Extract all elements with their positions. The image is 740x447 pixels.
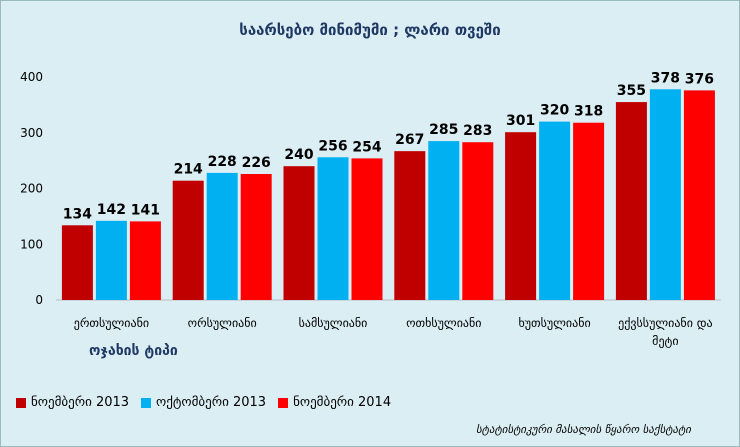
data-label: 254 — [352, 139, 381, 155]
bar — [573, 122, 605, 300]
legend-label: ნოემბერი 2014 — [293, 395, 392, 410]
x-tick-label: ოთხსულიანი — [406, 316, 481, 330]
bar — [615, 102, 647, 301]
data-label: 142 — [97, 202, 126, 218]
bar — [649, 89, 681, 300]
data-label: 256 — [318, 138, 347, 154]
x-tick-label: ერთსულიანი — [74, 316, 149, 330]
legend: ნოემბერი 2013 ოქტომბერი 2013 ნოემბერი 20… — [16, 395, 391, 410]
data-label: 378 — [651, 70, 680, 86]
data-label: 320 — [540, 103, 569, 119]
bar — [462, 142, 494, 300]
bar — [206, 172, 238, 300]
y-tick-label: 200 — [20, 182, 43, 196]
y-tick-label: 300 — [20, 126, 43, 140]
legend-item: ნოემბერი 2014 — [278, 395, 391, 410]
bar — [539, 121, 571, 300]
y-tick-label: 0 — [35, 293, 43, 307]
data-label: 267 — [395, 132, 424, 148]
x-axis-label: ოჯახის ტიპი — [89, 343, 178, 359]
chart-title: საარსებო მინიმუმი ; ლარი თვეში — [239, 21, 501, 39]
data-label: 376 — [685, 71, 714, 87]
y-tick-label: 100 — [20, 237, 43, 251]
x-tick-label: ხუთსულიანი — [518, 316, 590, 330]
data-label: 301 — [506, 113, 535, 129]
bar — [240, 174, 272, 300]
legend-swatch — [278, 397, 289, 408]
bar — [428, 141, 460, 300]
data-label: 283 — [463, 123, 492, 139]
x-tick-label: ორსულიანი — [188, 316, 257, 330]
bar — [95, 220, 127, 300]
y-tick-label: 400 — [20, 70, 43, 84]
bar — [129, 221, 161, 300]
data-label: 214 — [174, 162, 203, 178]
bar — [351, 158, 383, 300]
legend-label: ოქტომბერი 2013 — [156, 395, 267, 410]
legend-item: ოქტომბერი 2013 — [141, 395, 266, 410]
data-label: 228 — [208, 154, 237, 170]
bar — [172, 180, 204, 300]
data-label: 226 — [242, 155, 271, 171]
data-label: 285 — [429, 122, 458, 138]
data-label: 134 — [63, 206, 92, 222]
bar — [317, 157, 349, 300]
x-tick-label: მეტი — [652, 334, 678, 348]
source-note: სტატისტიკური მასალის წყარო საქსტატი — [476, 423, 691, 436]
x-tick-label: ექვსსულიანი და — [618, 316, 713, 330]
data-label: 240 — [284, 147, 313, 163]
legend-item: ნოემბერი 2013 — [16, 395, 129, 410]
bar — [505, 132, 537, 300]
legend-swatch — [141, 397, 152, 408]
x-tick-label: სამსულიანი — [299, 316, 368, 330]
data-label: 355 — [617, 83, 646, 99]
data-label: 318 — [574, 104, 603, 120]
data-label: 141 — [131, 202, 160, 218]
bar — [61, 225, 93, 300]
bar — [683, 90, 715, 300]
legend-swatch — [16, 397, 26, 408]
bar — [394, 151, 426, 300]
bar — [283, 166, 315, 300]
legend-label: ნოემბერი 2013 — [31, 395, 130, 410]
